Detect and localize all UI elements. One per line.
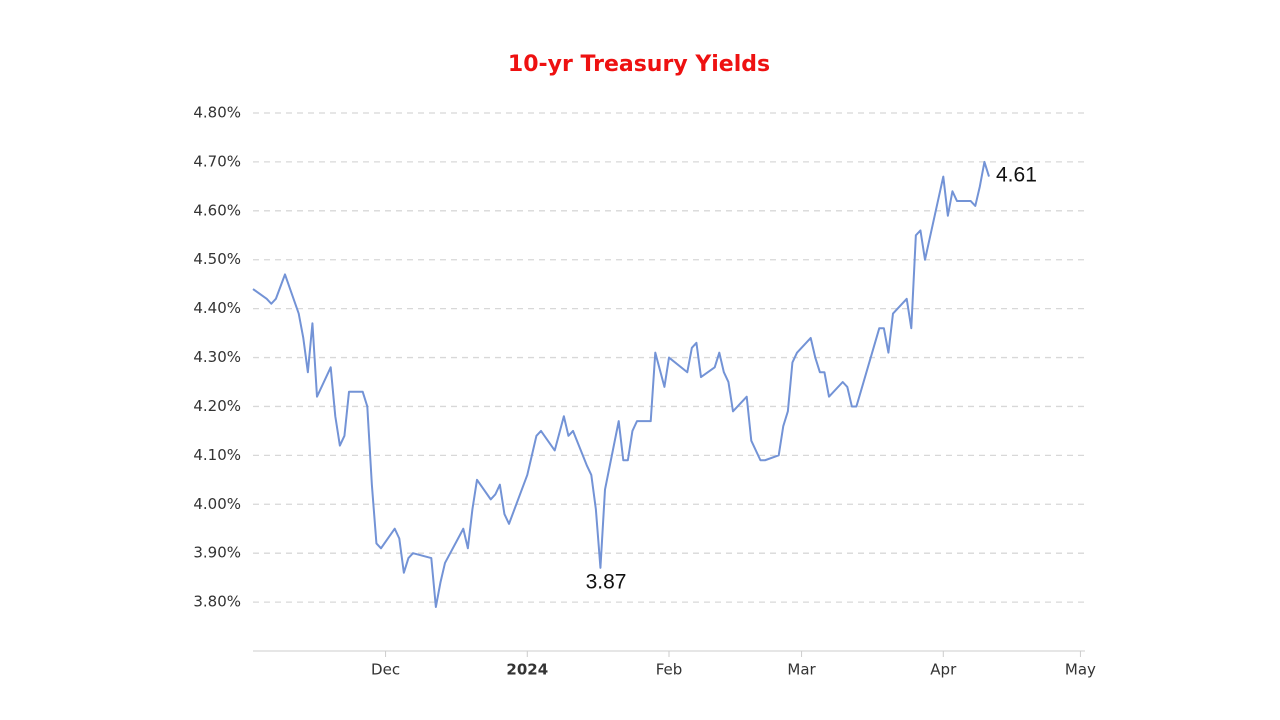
x-tick-label: Mar: [787, 661, 816, 679]
annotation: 3.87: [586, 571, 627, 594]
annotation: 4.61: [996, 164, 1037, 187]
y-tick-label: 4.70%: [193, 152, 241, 170]
x-tick-label: Apr: [930, 661, 957, 679]
y-tick-label: 4.20%: [193, 397, 241, 415]
y-tick-label: 3.80%: [193, 593, 241, 611]
x-tick-label: May: [1065, 661, 1096, 679]
line-series: [252, 160, 990, 608]
x-tick-label: Dec: [371, 661, 400, 679]
y-tick-label: 4.10%: [193, 446, 241, 464]
chart-title: 10-yr Treasury Yields: [508, 52, 770, 77]
y-tick-label: 4.40%: [193, 299, 241, 317]
y-tick-label: 4.60%: [193, 201, 241, 219]
y-tick-label: 4.30%: [193, 348, 241, 366]
x-tick-label: 2024: [506, 661, 548, 679]
y-tick-label: 4.00%: [193, 495, 241, 513]
y-tick-label: 4.80%: [193, 104, 241, 122]
y-tick-label: 4.50%: [193, 250, 241, 268]
x-tick-label: Feb: [656, 661, 683, 679]
y-tick-label: 3.90%: [193, 544, 241, 562]
